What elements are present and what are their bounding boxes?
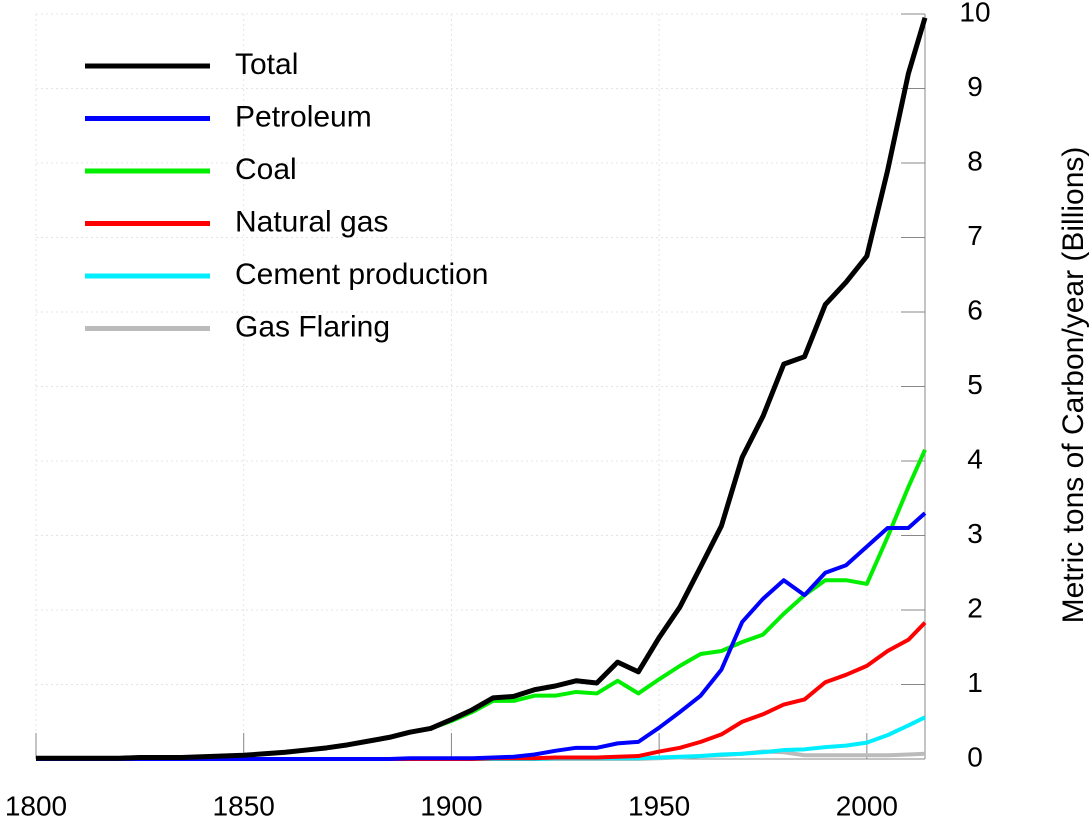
y-axis-label: Metric tons of Carbon/year (Billions) [1057, 147, 1090, 624]
legend-label: Coal [235, 153, 297, 186]
y-tick-label: 0 [967, 741, 983, 772]
series-line [36, 17, 928, 761]
x-tick-label: 2000 [836, 790, 898, 821]
legend-label: Gas Flaring [235, 310, 390, 343]
series-line [36, 511, 927, 761]
y-tick-label: 5 [967, 369, 983, 400]
legend-label: Natural gas [235, 205, 388, 238]
series-line [36, 449, 927, 761]
legend-label: Total [235, 48, 298, 81]
y-tick-label: 8 [967, 145, 983, 176]
legend-label: Petroleum [235, 100, 372, 133]
x-tick-label: 1850 [213, 790, 275, 821]
y-tick-label: 9 [967, 71, 983, 102]
legend-label: Cement production [235, 258, 488, 291]
y-tick-label: 7 [967, 220, 983, 251]
y-tick-label: 1 [967, 667, 983, 698]
x-tick-label: 1950 [628, 790, 690, 821]
y-tick-label: 10 [959, 0, 990, 27]
x-tick-label: 1800 [5, 790, 67, 821]
series-line [36, 621, 927, 761]
x-tick-label: 1900 [420, 790, 482, 821]
y-tick-label: 4 [967, 443, 983, 474]
y-tick-label: 3 [967, 518, 983, 549]
y-tick-label: 6 [967, 294, 983, 325]
y-tick-label: 2 [967, 592, 983, 623]
